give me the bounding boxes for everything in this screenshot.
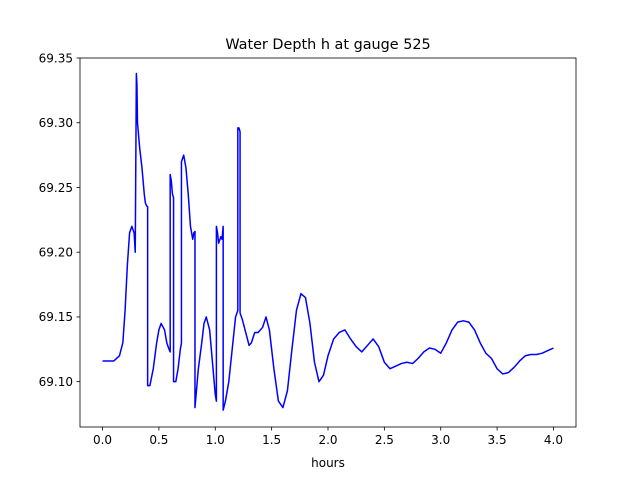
plot-area xyxy=(102,72,554,411)
axes: 0.0 0.5 1.0 1.5 2.0 2.5 3.0 3.5 4.0 69.10 69.15 69.… xyxy=(39,51,577,447)
y-tick-label: 69.10 xyxy=(39,375,73,389)
x-tick-label: 3.5 xyxy=(488,433,507,447)
x-tick-label: 1.0 xyxy=(206,433,225,447)
chart-title: Water Depth h at gauge 525 xyxy=(225,37,430,53)
x-tick-label: 0.5 xyxy=(149,433,168,447)
x-axis-label: hours xyxy=(311,456,345,470)
y-tick-label: 69.15 xyxy=(39,310,73,324)
x-tick-label: 2.0 xyxy=(318,433,337,447)
series-line-0 xyxy=(102,72,554,411)
x-tick-label: 4.0 xyxy=(544,433,563,447)
y-tick-label: 69.25 xyxy=(39,181,73,195)
x-tick-label: 1.5 xyxy=(262,433,281,447)
y-tick-label: 69.35 xyxy=(39,51,73,65)
x-tick-label: 2.5 xyxy=(375,433,394,447)
x-tick-label: 0.0 xyxy=(93,433,112,447)
y-tick-label: 69.30 xyxy=(39,116,73,130)
y-tick-label: 69.20 xyxy=(39,246,73,260)
x-tick-label: 3.0 xyxy=(431,433,450,447)
